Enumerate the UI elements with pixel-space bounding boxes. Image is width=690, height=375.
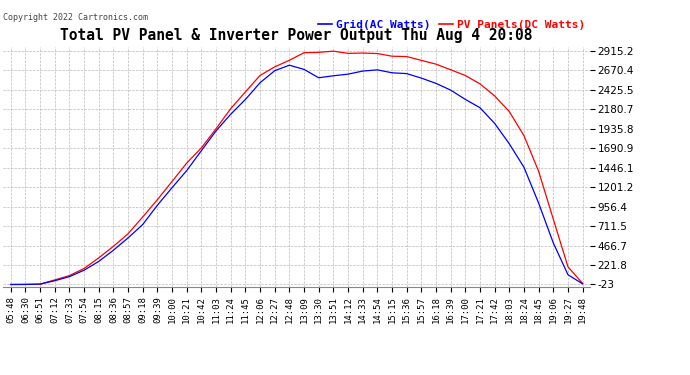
- Title: Total PV Panel & Inverter Power Output Thu Aug 4 20:08: Total PV Panel & Inverter Power Output T…: [61, 28, 533, 43]
- Legend: Grid(AC Watts), PV Panels(DC Watts): Grid(AC Watts), PV Panels(DC Watts): [314, 16, 590, 34]
- Text: Copyright 2022 Cartronics.com: Copyright 2022 Cartronics.com: [3, 13, 148, 22]
